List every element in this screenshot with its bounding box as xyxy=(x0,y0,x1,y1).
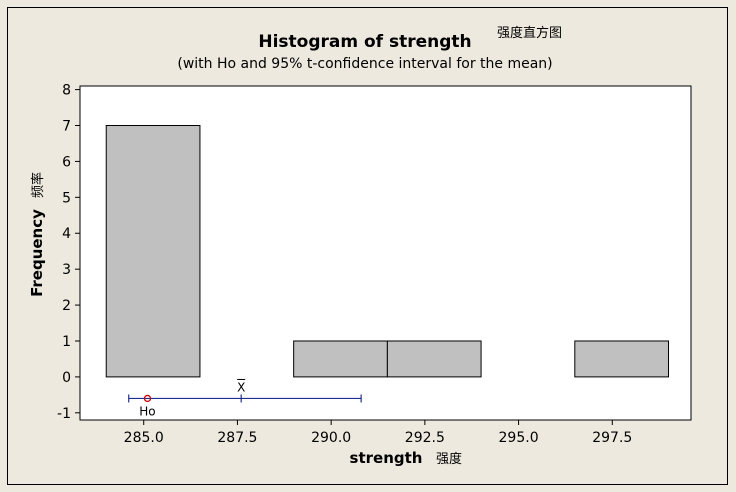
histogram-bars xyxy=(105,125,670,378)
histogram-bar-5 xyxy=(574,340,670,378)
ho-marker xyxy=(143,394,152,403)
x-axis: 285.0 287.5 290.0 292.5 295.0 297.5 xyxy=(124,420,632,446)
x-tick-label: 295.0 xyxy=(499,430,539,446)
y-axis-label-annotation: 频率 xyxy=(30,172,46,198)
histogram-bar-3 xyxy=(386,340,482,378)
y-tick-label: 8 xyxy=(62,83,71,99)
y-tick-label: 7 xyxy=(62,119,71,135)
y-tick-label: -1 xyxy=(57,406,71,422)
chart-subtitle: (with Ho and 95% t-confidence interval f… xyxy=(177,56,552,72)
x-tick-label: 287.5 xyxy=(217,430,257,446)
x-tick-label: 292.5 xyxy=(405,430,445,446)
y-tick-label: 3 xyxy=(62,262,71,278)
confidence-interval: X Ho xyxy=(128,378,362,418)
y-tick-label: 4 xyxy=(62,226,71,242)
y-axis-label-annotation-group: 频率 xyxy=(30,172,46,198)
y-tick-label: 1 xyxy=(62,334,71,350)
x-axis-label-group: strength 强度 xyxy=(350,449,462,467)
outer-border xyxy=(7,7,728,485)
x-tick-label: 285.0 xyxy=(124,430,164,446)
y-tick-label: 6 xyxy=(62,154,71,170)
x-tick-label: 290.0 xyxy=(311,430,351,446)
y-axis-label-group: Frequency xyxy=(28,209,46,297)
chart-header: Histogram of strength 强度直方图 (with Ho and… xyxy=(177,25,562,72)
y-tick-label: 2 xyxy=(62,298,71,314)
chart-title: Histogram of strength xyxy=(258,32,471,52)
chart-title-annotation: 强度直方图 xyxy=(497,25,562,41)
y-tick-label: 0 xyxy=(62,370,71,386)
y-axis: -1 0 1 2 3 4 5 6 7 8 xyxy=(57,83,80,422)
histogram-bar-0 xyxy=(105,125,201,378)
x-axis-label-annotation: 强度 xyxy=(436,451,462,467)
y-tick-label: 5 xyxy=(62,190,71,206)
x-axis-label: strength xyxy=(350,449,423,467)
x-tick-label: 297.5 xyxy=(592,430,632,446)
mean-label: X xyxy=(237,380,245,394)
y-axis-label: Frequency xyxy=(28,209,46,297)
ho-label: Ho xyxy=(139,404,155,418)
histogram-bar-2 xyxy=(293,340,388,378)
